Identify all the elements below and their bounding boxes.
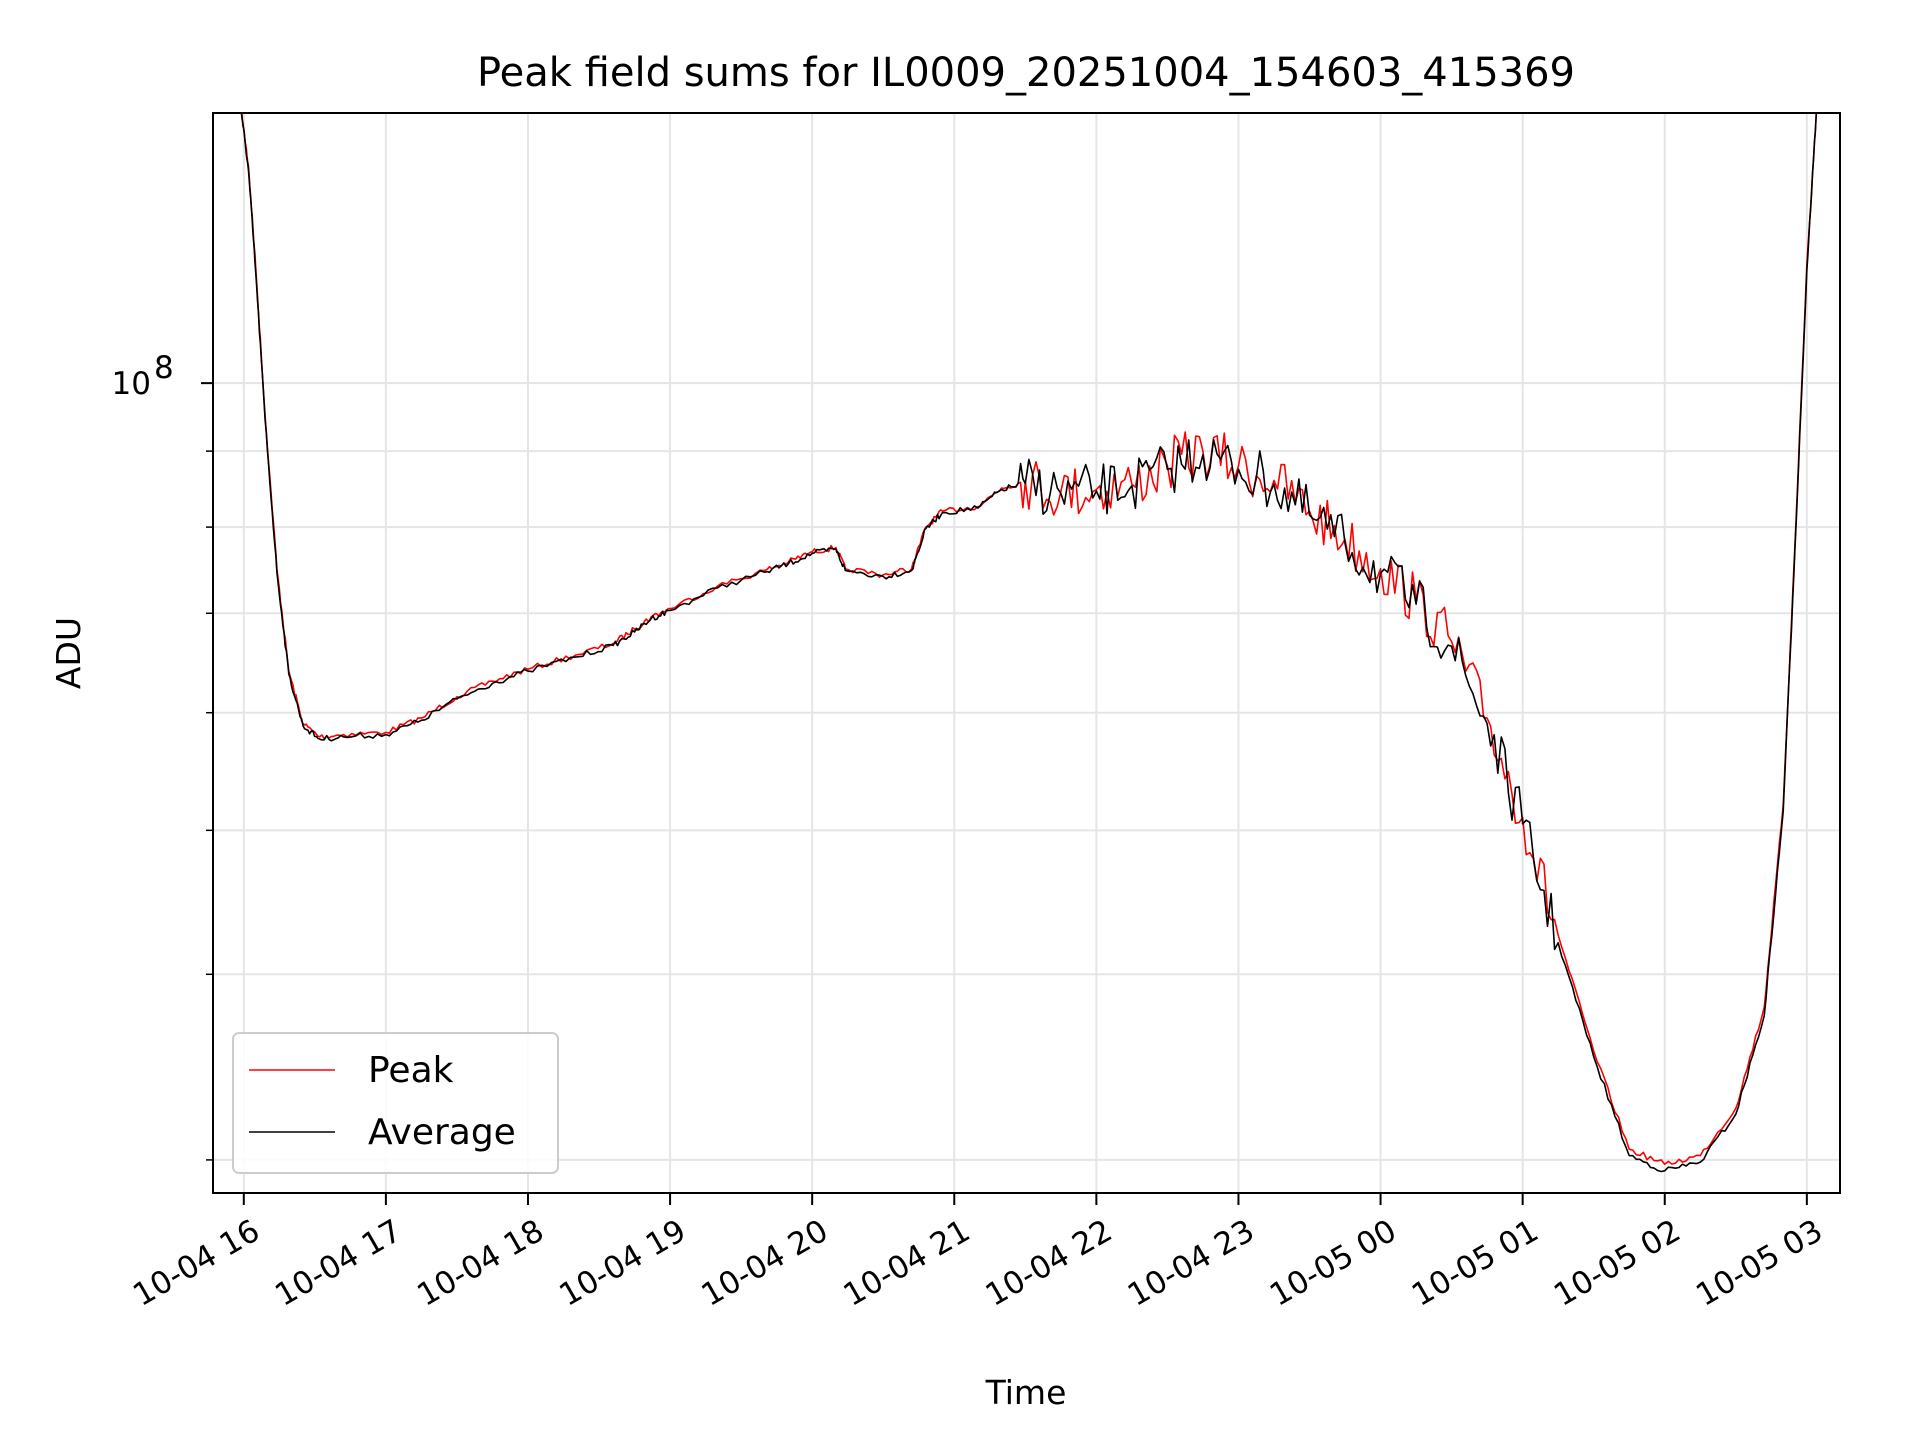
series-line-peak — [240, 112, 1818, 1165]
x-axis-label: Time — [985, 1373, 1067, 1412]
y-axis-label: ADU — [49, 617, 88, 689]
plot-frame — [212, 112, 1841, 1194]
y-axis: 10 8 — [112, 350, 213, 1161]
series-line-average — [240, 112, 1818, 1173]
series-layer — [240, 112, 1818, 1173]
legend: Peak Average — [232, 1032, 559, 1174]
y-tick-exponent: 8 — [154, 350, 174, 386]
y-tick-label: 10 — [112, 366, 151, 402]
chart-title: Peak field sums for IL0009_20251004_1546… — [477, 50, 1575, 96]
legend-label-average: Average — [368, 1112, 516, 1153]
grid — [213, 113, 1840, 1193]
legend-box — [232, 1032, 559, 1174]
legend-label-peak: Peak — [368, 1050, 454, 1091]
